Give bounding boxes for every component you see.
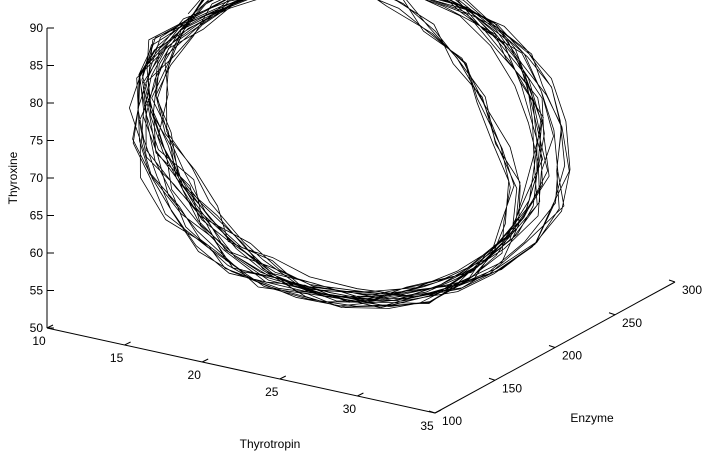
x-axis-line (46, 327, 436, 414)
z-tick-label: 50 (30, 321, 44, 335)
y-tick-label: 100 (442, 414, 462, 428)
y-tick-label: 150 (502, 381, 522, 395)
tick-marks (46, 27, 676, 414)
x-tick-mark (357, 392, 364, 397)
x-tick-label: 30 (343, 402, 357, 416)
y-tick-label: 250 (622, 316, 642, 330)
z-tick-label: 90 (30, 21, 44, 35)
y-tick-label: 200 (562, 349, 582, 363)
z-tick-label: 65 (30, 209, 44, 223)
z-tick-label: 70 (30, 171, 44, 185)
x-tick-label: 20 (188, 368, 202, 382)
x-tick-mark (124, 341, 131, 346)
x-tick-label: 10 (32, 334, 46, 348)
y-axis-label: Enzyme (570, 411, 614, 425)
z-tick-label: 85 (30, 59, 44, 73)
x-tick-mark (46, 324, 54, 329)
y-tick-mark (548, 345, 556, 348)
x-tick-label: 35 (420, 419, 434, 433)
x-tick-label: 25 (265, 385, 279, 399)
z-tick-label: 80 (30, 96, 44, 110)
series-layer (129, 0, 571, 309)
tick-labels: 50 55 60 65 70 75 80 85 90 10 15 20 25 30 35 100 150 200 2… (30, 21, 703, 433)
z-axis-label: Thyroxine (6, 151, 20, 204)
x-tick-mark (434, 409, 442, 414)
x-tick-label: 15 (110, 351, 124, 365)
y-tick-mark (488, 377, 496, 381)
y-tick-mark (608, 312, 616, 316)
x-tick-mark (279, 375, 287, 380)
y-tick-mark (668, 279, 676, 283)
z-tick-label: 55 (30, 284, 44, 298)
z-tick-label: 60 (30, 246, 44, 260)
z-tick-label: 75 (30, 134, 44, 148)
y-tick-label: 300 (682, 283, 702, 297)
y-tick-mark (428, 410, 436, 414)
x-tick-mark (201, 358, 209, 363)
series-line-0 (129, 0, 571, 309)
x-axis-label: Thyrotropin (240, 437, 301, 451)
